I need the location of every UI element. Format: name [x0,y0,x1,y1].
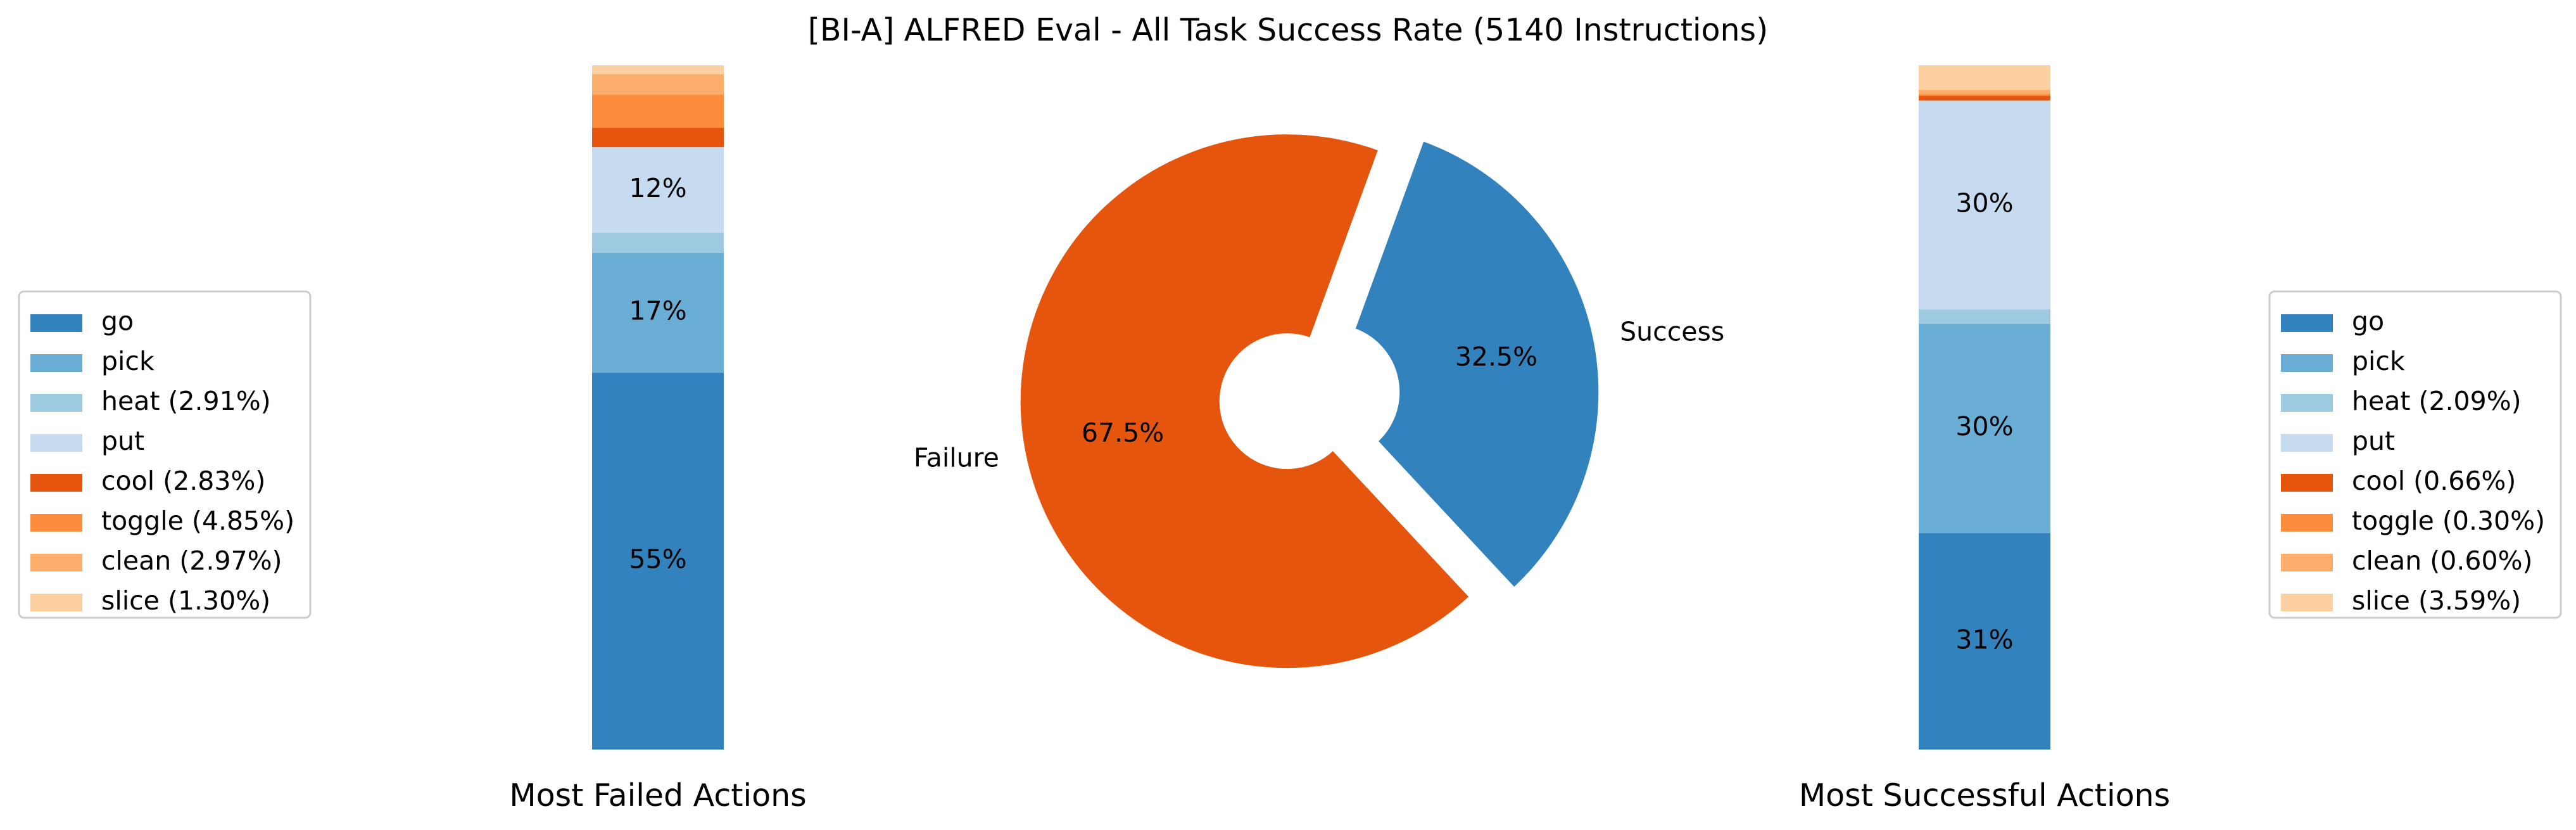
pie-slice-failure [1019,133,1470,670]
legend-label-cool: cool (2.83%) [101,466,265,496]
bar-segment-put [592,147,724,233]
bar-segment-label-put: 30% [1955,188,2013,218]
bar-segment-heat [592,233,724,253]
bar-segment-slice [1919,65,2050,90]
bar-segment-go [1919,533,2050,750]
legend-swatch-heat [30,394,82,412]
legend-swatch-put [30,434,82,452]
legend-frame [2268,290,2562,619]
bar-xlabel: Most Failed Actions [509,777,806,814]
legend-swatch-toggle [30,514,82,532]
bar-segment-label-put: 12% [629,173,686,203]
pie-slice-success [1354,139,1600,589]
legend-swatch-cool [2281,474,2333,492]
legend-label-heat: heat (2.09%) [2352,386,2522,416]
legend-label-toggle: toggle (0.30%) [2352,506,2545,536]
bar-segment-cool [592,127,724,148]
legend-swatch-clean [2281,554,2333,571]
legend-label-pick: pick [101,346,155,376]
legend-label-heat: heat (2.91%) [101,386,271,416]
overall-pie: 32.5% Success 67.5% Failure [914,133,1724,670]
legend-label-clean: clean (0.60%) [2352,546,2533,576]
legend-label-go: go [101,306,134,336]
legend-label-clean: clean (2.97%) [101,546,282,576]
legend-swatch-cool [30,474,82,492]
legend-swatch-pick [30,354,82,372]
bar-segment-cool [1919,96,2050,101]
bar-segment-slice [592,65,724,75]
legend-label-put: put [2352,426,2395,456]
bar-segment-label-go: 55% [629,544,686,575]
legend-frame [18,290,312,619]
legend-swatch-go [2281,314,2333,332]
bar-segment-put [1919,100,2050,310]
pie-outer-label-failure: Failure [914,443,999,473]
legend-label-pick: pick [2352,346,2405,376]
successful-actions-bar: 31% 30% 30% Most Successful Actions [1799,65,2170,814]
failed-actions-bar: 55% 17% 12% Most Failed Actions [509,65,807,814]
pie-pct-label-failure: 67.5% [1082,418,1164,448]
legend-label-go: go [2352,306,2384,336]
successful-actions-legend: go pick heat (2.09%) put cool (0.66%) toggle … [2268,290,2562,619]
legend-swatch-clean [30,554,82,571]
bar-segment-clean [592,74,724,95]
bar-segment-label-pick: 30% [1955,411,2013,442]
legend-label-slice: slice (3.59%) [2352,585,2521,616]
failed-actions-legend: go pick heat (2.91%) put cool (2.83%) toggle … [18,290,312,619]
bar-segment-label-go: 31% [1955,624,2013,654]
legend-label-put: put [101,426,144,456]
legend-swatch-put [2281,434,2333,452]
bar-segment-label-pick: 17% [629,296,686,326]
legend-swatch-slice [30,594,82,611]
legend-label-cool: cool (0.66%) [2352,466,2516,496]
pie-pct-label-success: 32.5% [1455,342,1537,372]
legend-swatch-go [30,314,82,332]
bar-segment-heat [1919,309,2050,324]
bar-segment-clean [1919,89,2050,94]
legend-swatch-toggle [2281,514,2333,532]
bar-segment-pick [592,252,724,373]
bar-segment-toggle [1919,94,2050,96]
legend-swatch-pick [2281,354,2333,372]
bar-segment-pick [1919,323,2050,533]
bar-segment-go [592,373,724,750]
legend-label-toggle: toggle (4.85%) [101,506,294,536]
chart-title: [BI-A] ALFRED Eval - All Task Success Ra… [808,12,1768,48]
legend-label-slice: slice (1.30%) [101,585,270,616]
bar-segment-toggle [592,94,724,128]
bar-xlabel: Most Successful Actions [1799,777,2170,814]
legend-swatch-heat [2281,394,2333,412]
pie-outer-label-success: Success [1620,316,1724,347]
legend-swatch-slice [2281,594,2333,611]
